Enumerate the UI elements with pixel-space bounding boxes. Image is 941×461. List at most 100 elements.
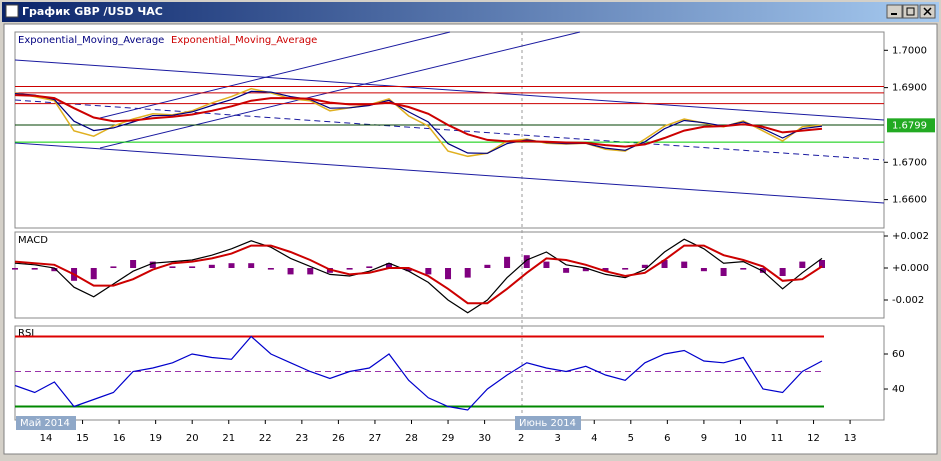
month-tag <box>16 416 76 430</box>
histogram-bar <box>799 261 806 268</box>
x-tick-label: 14 <box>40 433 53 444</box>
histogram-bar <box>366 266 373 268</box>
legend-item: Exponential_Moving_Average <box>171 35 317 46</box>
price-tag <box>887 118 935 133</box>
x-tick-label: 11 <box>771 433 784 444</box>
maximize-button[interactable] <box>902 4 919 19</box>
histogram-bar <box>287 268 294 275</box>
y-tick-label: 40 <box>892 384 905 395</box>
x-tick-label: 3 <box>555 433 561 444</box>
x-tick-label: 23 <box>295 433 308 444</box>
series-line <box>14 87 823 158</box>
x-tick-label: 19 <box>149 433 162 444</box>
title-bar <box>2 2 939 22</box>
series-line <box>14 244 823 305</box>
channel-bottom <box>14 142 885 204</box>
rsi-panel <box>14 325 885 421</box>
x-tick-label: 13 <box>844 433 857 444</box>
y-tick-label: +0.000 <box>892 263 929 274</box>
histogram-bar <box>248 263 255 268</box>
x-tick-label: 4 <box>591 433 597 444</box>
histogram-bar <box>523 255 530 268</box>
up-line <box>99 31 581 149</box>
channel-top <box>14 59 885 121</box>
minimize-button[interactable] <box>886 4 903 19</box>
histogram-bar <box>90 268 97 280</box>
histogram-bar <box>504 256 511 268</box>
x-tick-label: 9 <box>701 433 707 444</box>
chart-area <box>3 23 938 455</box>
histogram-bar <box>720 268 727 276</box>
histogram-bar <box>602 268 609 272</box>
histogram-bar <box>563 268 570 273</box>
histogram-bar <box>307 268 314 275</box>
y-tick-label: 60 <box>892 349 905 360</box>
y-tick-label: +0.002 <box>892 231 929 242</box>
histogram-bar <box>149 261 156 268</box>
x-tick-label: 22 <box>259 433 272 444</box>
x-tick-label: 16 <box>113 433 126 444</box>
x-tick-label: 28 <box>405 433 418 444</box>
histogram-bar <box>641 264 648 268</box>
histogram-bar <box>405 268 412 272</box>
histogram-bar <box>51 268 58 272</box>
x-tick-label: 21 <box>222 433 235 444</box>
legend-item: Exponential_Moving_Average <box>18 35 164 46</box>
x-tick-label: 26 <box>332 433 345 444</box>
x-tick-label: 5 <box>628 433 634 444</box>
panel-title: MACD <box>18 235 48 246</box>
histogram-bar <box>779 268 786 276</box>
histogram-bar <box>208 264 215 268</box>
y-tick-label: -0.002 <box>892 295 924 306</box>
series-line <box>14 335 823 411</box>
x-tick-label: 10 <box>734 433 747 444</box>
x-tick-label: 6 <box>664 433 670 444</box>
histogram-bar <box>622 268 629 270</box>
x-tick-label: 27 <box>369 433 382 444</box>
channel-mid <box>14 99 885 161</box>
histogram-bar <box>681 261 688 268</box>
panel-title: RSI <box>18 328 34 339</box>
histogram-bar <box>110 266 117 268</box>
y-tick-label: 1.7000 <box>892 45 927 56</box>
histogram-bar <box>12 268 18 270</box>
histogram-bar <box>484 264 491 268</box>
month-tag <box>515 416 581 430</box>
histogram-bar <box>267 268 274 270</box>
window-icon <box>5 4 19 18</box>
window-title: График GBP /USD ЧАС <box>22 5 163 18</box>
histogram-bar <box>445 268 452 280</box>
histogram-bar <box>228 263 235 268</box>
histogram-bar <box>661 260 668 268</box>
histogram-bar <box>385 263 392 268</box>
histogram-bar <box>189 266 196 268</box>
y-tick-label: 1.6600 <box>892 195 927 206</box>
histogram-bar <box>819 260 825 268</box>
histogram-bar <box>582 268 589 272</box>
histogram-bar <box>169 266 176 268</box>
x-tick-label: 2 <box>518 433 524 444</box>
histogram-bar <box>130 260 137 268</box>
series-line <box>14 238 823 314</box>
price-tag-label: 1.6799 <box>892 120 927 131</box>
y-tick-label: 1.6700 <box>892 157 927 168</box>
histogram-bar <box>425 268 432 275</box>
histogram-bar <box>31 268 38 270</box>
x-tick-label: 15 <box>76 433 89 444</box>
x-tick-label: 29 <box>442 433 455 444</box>
x-tick-label: 30 <box>478 433 491 444</box>
x-tick-label: 12 <box>807 433 820 444</box>
series-line <box>14 94 823 148</box>
close-icon <box>923 7 932 16</box>
month-label: Июнь 2014 <box>519 418 576 429</box>
histogram-bar <box>700 268 707 272</box>
month-label: Май 2014 <box>20 418 70 429</box>
histogram-bar <box>543 261 550 268</box>
x-tick-label: 20 <box>186 433 199 444</box>
histogram-bar <box>464 268 471 278</box>
window-buttons[interactable] <box>886 4 936 19</box>
histogram-bar <box>759 268 766 273</box>
y-tick-label: 1.6900 <box>892 83 927 94</box>
macd-panel <box>14 231 885 319</box>
